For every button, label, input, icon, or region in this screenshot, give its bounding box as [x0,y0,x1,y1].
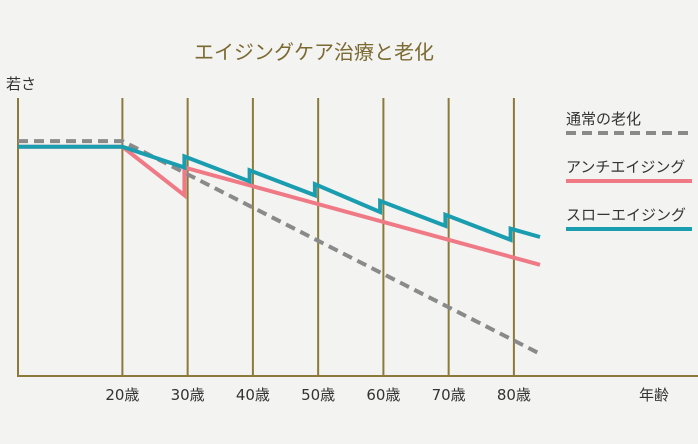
x-tick-label: 50歳 [301,386,335,404]
series-line-2 [18,144,541,267]
x-tick-label: 20歳 [105,386,139,404]
legend-label: アンチエイジング [566,158,685,176]
y-axis-label: 若さ [6,75,36,93]
x-tick-label: 60歳 [366,386,400,404]
chart-title: エイジングケア治療と老化 [194,40,434,64]
x-tick-label: 80歳 [497,386,531,404]
series-line-3 [18,144,541,243]
x-axis-label: 年齢 [639,386,669,404]
series-line-1 [18,139,541,356]
x-tick-label: 40歳 [236,386,270,404]
legend-label: 通常の老化 [566,110,641,128]
legend-label: スローエイジング [566,206,686,224]
x-tick-label: 30歳 [171,386,205,404]
x-tick-label: 70歳 [432,386,466,404]
